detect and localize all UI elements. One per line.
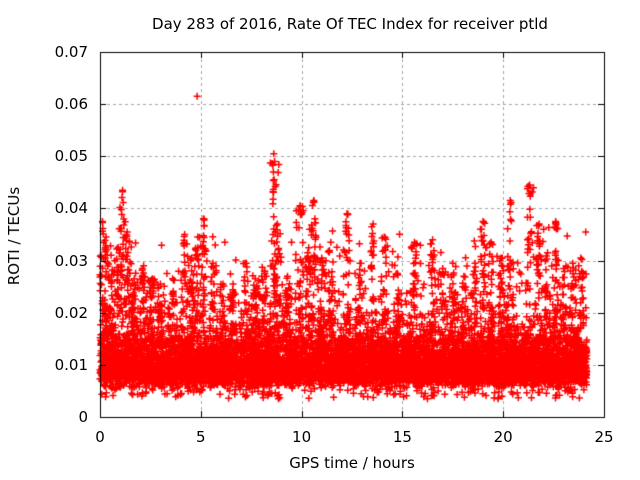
y-tick-label: 0.07: [54, 43, 88, 61]
chart-title: Day 283 of 2016, Rate Of TEC Index for r…: [152, 15, 548, 33]
y-tick-label: 0.01: [54, 355, 88, 374]
x-tick-label: 0: [95, 428, 105, 446]
y-tick-label: 0.02: [54, 303, 88, 322]
x-tick-label: 25: [594, 428, 614, 446]
x-axis-label: GPS time / hours: [289, 454, 415, 472]
y-tick-label: 0.04: [54, 199, 88, 218]
y-tick-label: 0.06: [54, 95, 88, 114]
x-tick-label: 5: [196, 428, 206, 446]
y-tick-label: 0: [78, 408, 88, 426]
y-tick-label: 0.03: [54, 251, 88, 270]
x-tick-label: 15: [392, 428, 412, 446]
x-tick-label: 20: [493, 428, 513, 446]
x-tick-label: 10: [292, 428, 312, 446]
y-tick-label: 0.05: [54, 147, 88, 166]
